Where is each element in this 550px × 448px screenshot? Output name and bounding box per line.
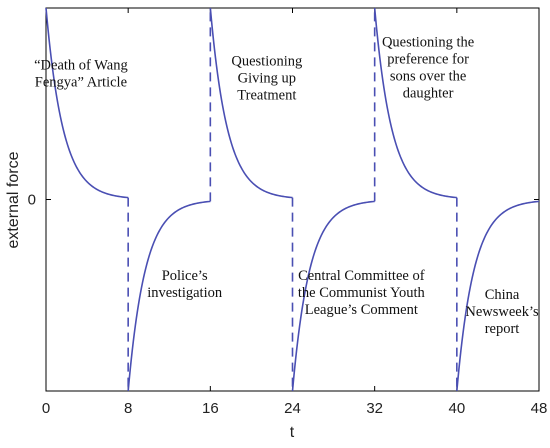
annotation-label: Police’s investigation <box>147 268 223 301</box>
annotation-line: China <box>485 287 520 303</box>
axis-ticks: 0 8 16 24 32 40 48 0 <box>28 8 548 417</box>
annotation-label: Questioning the preference for sons over t… <box>382 34 474 101</box>
x-tick-label: 48 <box>531 400 548 417</box>
series-segment <box>291 200 375 392</box>
annotation-line: Police’s <box>162 268 208 284</box>
annotation-label: Central Committee of the Communist Youth L… <box>298 268 426 318</box>
x-tick-label: 0 <box>42 400 50 417</box>
annotation-line: Questioning <box>231 53 302 69</box>
x-tick-label: 24 <box>284 400 301 417</box>
annotation-label: China Newsweek’s report <box>465 287 539 337</box>
series-segment <box>373 7 457 199</box>
annotations: “Death of Wang Fengya” Article Police’s inv… <box>34 34 539 337</box>
x-tick-label: 16 <box>202 400 219 417</box>
series-segment <box>209 7 293 199</box>
annotation-line: League’s Comment <box>305 302 418 318</box>
annotation-line: Central Committee of <box>298 268 425 284</box>
x-axis-label: t <box>290 424 295 441</box>
series-segment <box>127 200 211 392</box>
annotation-line: Fengya” Article <box>35 74 127 90</box>
annotation-label: Questioning Giving up Treatment <box>231 53 302 103</box>
y-axis-label: external force <box>5 151 22 248</box>
annotation-line: Giving up <box>238 70 296 86</box>
annotation-line: “Death of Wang <box>34 57 128 73</box>
series-line <box>45 7 540 392</box>
series-segment <box>456 200 540 392</box>
annotation-line: investigation <box>147 285 223 301</box>
annotation-label: “Death of Wang Fengya” Article <box>34 57 128 90</box>
annotation-line: Questioning the <box>382 34 474 50</box>
annotation-line: Treatment <box>237 87 296 103</box>
annotation-line: the Communist Youth <box>298 285 426 301</box>
x-tick-label: 32 <box>366 400 383 417</box>
annotation-line: preference for <box>387 51 469 67</box>
annotation-line: daughter <box>403 85 454 101</box>
annotation-line: sons over the <box>390 68 467 84</box>
annotation-line: Newsweek’s <box>465 304 539 320</box>
x-tick-label: 40 <box>448 400 465 417</box>
annotation-line: report <box>485 321 520 337</box>
y-tick-label: 0 <box>28 192 36 209</box>
x-tick-label: 8 <box>124 400 132 417</box>
series-segment <box>45 7 129 199</box>
